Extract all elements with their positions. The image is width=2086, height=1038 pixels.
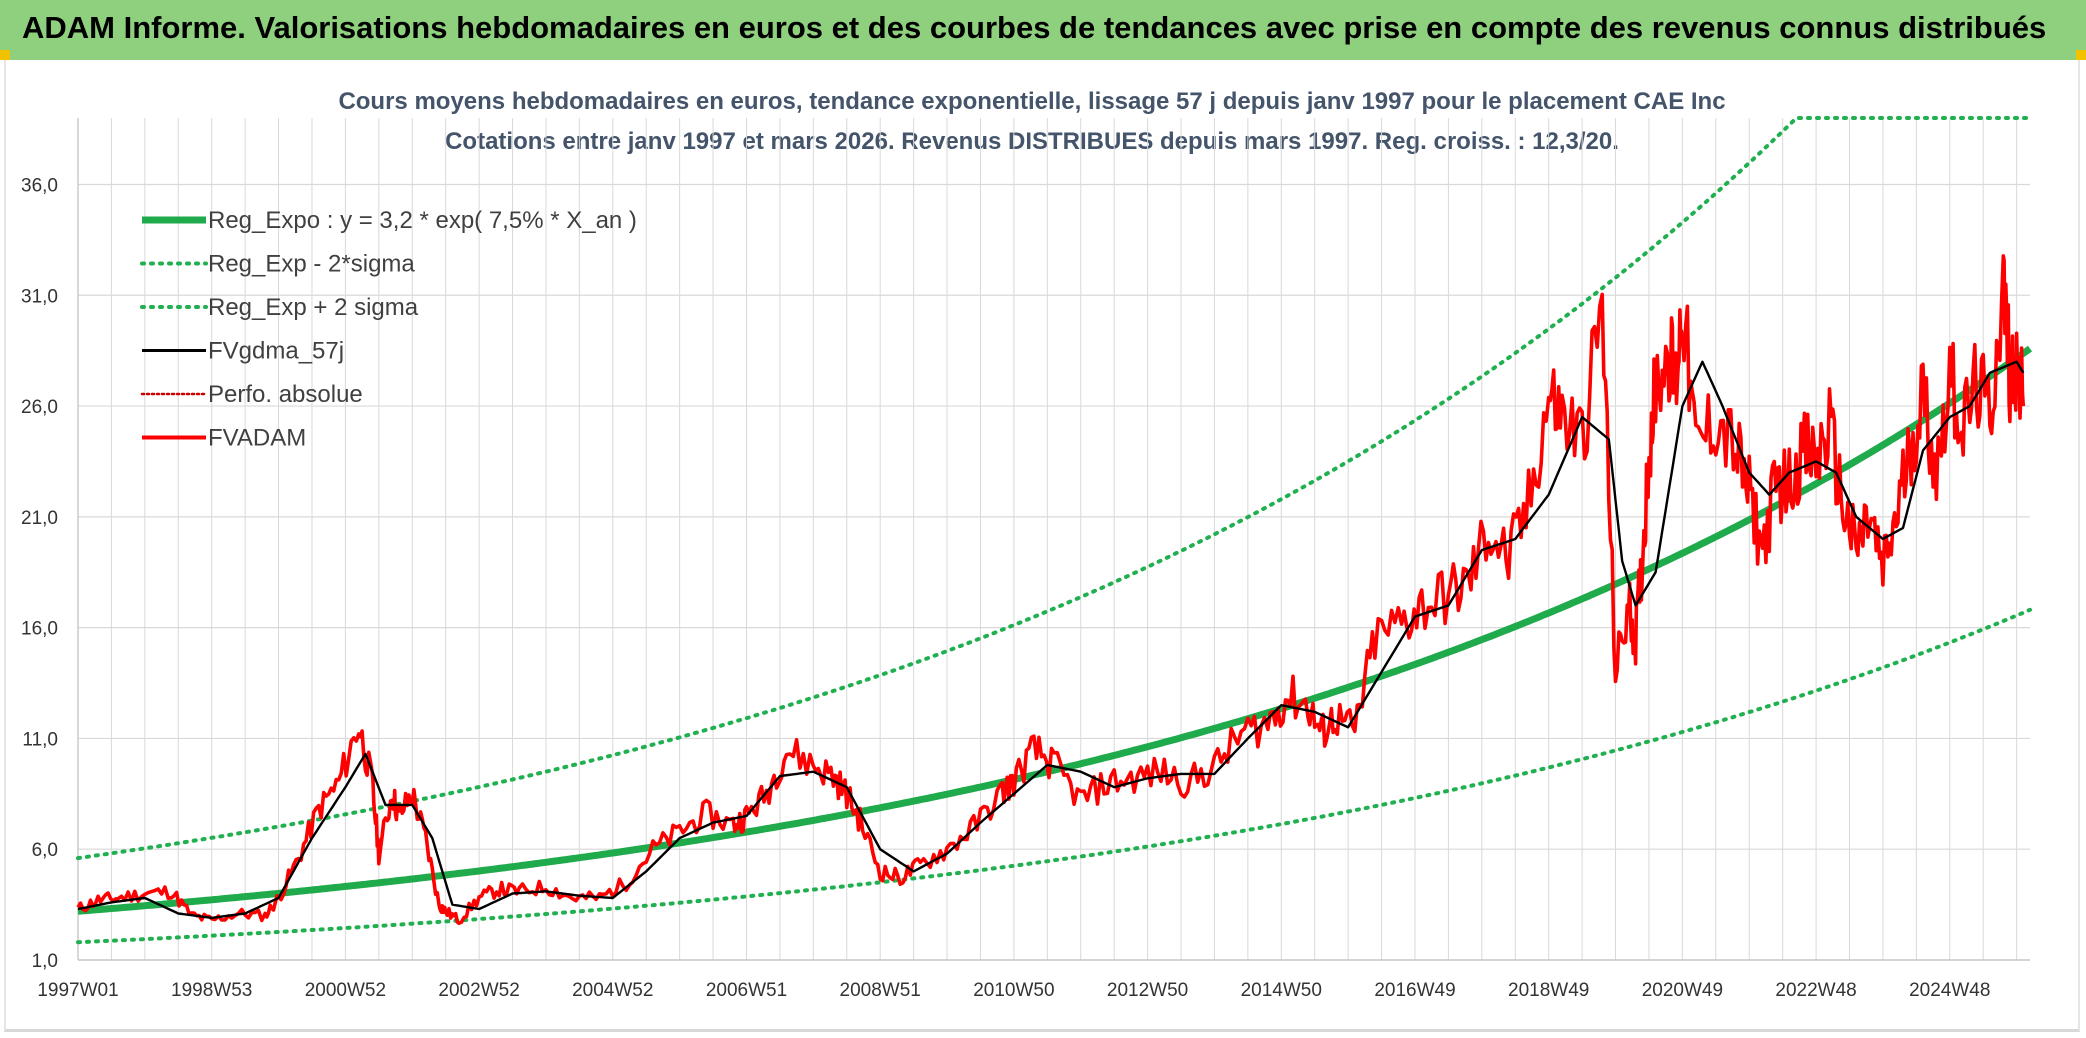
chart-subtitle: Cotations entre janv 1997 et mars 2026. … [445, 128, 1619, 155]
y-tick-label: 26,0 [21, 397, 58, 418]
header-banner: ADAM Informe. Valorisations hebdomadaire… [0, 0, 2086, 60]
legend-label: Perfo. absolue [208, 381, 363, 408]
corner-marker-right [2076, 50, 2086, 60]
legend-label: FVgdma_57j [208, 338, 344, 365]
x-tick-label: 2018W49 [1508, 980, 1589, 1001]
x-tick-label: 2024W48 [1909, 980, 1990, 1001]
x-tick-label: 1997W01 [37, 980, 118, 1001]
series-fvgdma-57j [77, 360, 2025, 920]
legend-label: FVADAM [208, 425, 306, 452]
x-tick-label: 2012W50 [1107, 980, 1188, 1001]
y-tick-label: 36,0 [21, 175, 58, 196]
x-tick-label: 2008W51 [840, 980, 921, 1001]
x-tick-label: 2020W49 [1642, 980, 1723, 1001]
x-tick-label: 2010W50 [973, 980, 1054, 1001]
x-tick-label: 2014W50 [1241, 980, 1322, 1001]
valuation-chart: Cours moyens hebdomadaires en euros, ten… [21, 88, 2033, 1001]
legend: Reg_Expo : y = 3,2 * exp( 7,5% * X_an ) R… [140, 207, 637, 452]
report-title: ADAM Informe. Valorisations hebdomadaire… [22, 10, 2047, 45]
x-tick-label: 2022W48 [1775, 980, 1856, 1001]
y-tick-label: 6,0 [32, 840, 58, 861]
legend-label: Reg_Exp - 2*sigma [208, 251, 415, 278]
series-layer [76, 116, 2033, 945]
corner-marker-left [0, 50, 10, 60]
y-tick-label: 11,0 [22, 729, 58, 750]
y-axis-ticks: 1,0 6,0 11,0 16,0 21,0 26,0 31,0 36,0 [21, 175, 58, 972]
series-fvadam [76, 254, 2026, 926]
series-reg-exp-plus-2sigma [76, 116, 2032, 861]
x-tick-label: 2000W52 [305, 980, 386, 1001]
chart-title: Cours moyens hebdomadaires en euros, ten… [338, 88, 1725, 115]
x-tick-label: 1998W53 [171, 980, 252, 1001]
y-tick-label: 31,0 [21, 286, 58, 307]
series-reg-exp-minus-2sigma [76, 607, 2032, 945]
x-axis-ticks: 1997W01 1998W53 2000W52 2002W52 2004W52 2006W… [37, 980, 1990, 1001]
x-tick-label: 2002W52 [438, 980, 519, 1001]
legend-label: Reg_Expo : y = 3,2 * exp( 7,5% * X_an ) [208, 207, 637, 234]
x-tick-label: 2004W52 [572, 980, 653, 1001]
gridlines [77, 118, 2030, 961]
legend-label: Reg_Exp + 2 sigma [208, 294, 419, 321]
y-tick-label: 1,0 [32, 951, 58, 972]
y-tick-label: 21,0 [21, 508, 58, 529]
chart-frame [4, 60, 2080, 1032]
y-tick-label: 16,0 [21, 619, 58, 640]
x-tick-label: 2006W51 [706, 980, 787, 1001]
series-reg-expo [77, 345, 2033, 915]
x-tick-label: 2016W49 [1374, 980, 1455, 1001]
